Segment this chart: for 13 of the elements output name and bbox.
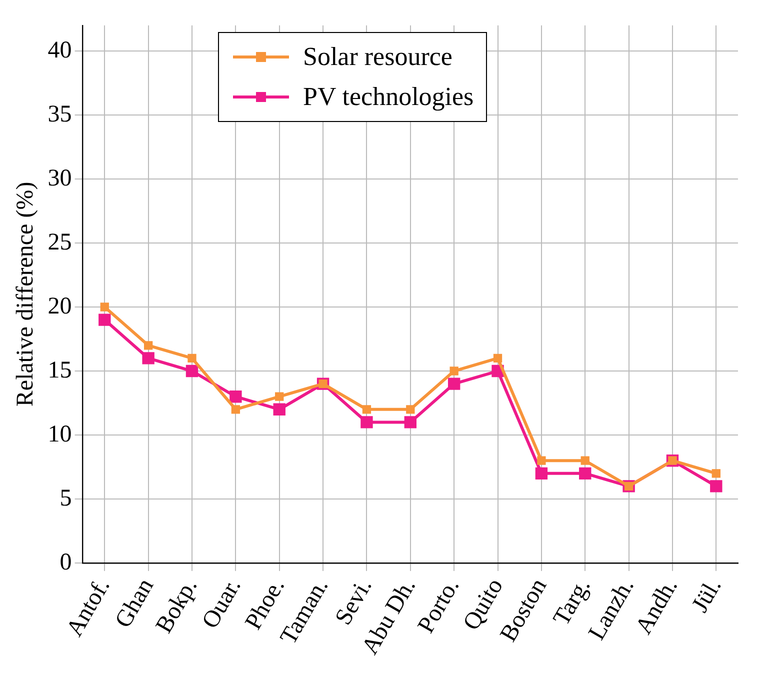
legend-label: PV technologies	[303, 81, 474, 113]
y-tick-label: 20	[48, 293, 72, 320]
y-tick-label: 40	[48, 37, 72, 64]
y-axis-title: Relative difference (%)	[12, 182, 39, 407]
y-tick-label: 25	[48, 229, 72, 256]
y-tick-label: 5	[60, 485, 72, 512]
y-tick-label: 35	[48, 101, 72, 128]
y-tick-label: 0	[60, 549, 72, 576]
legend-label: Solar resource	[303, 41, 452, 73]
y-tick-label: 15	[48, 357, 72, 384]
y-tick-label: 10	[48, 421, 72, 448]
x-tick-label: Jül.	[687, 574, 727, 617]
y-tick-label: 30	[48, 165, 72, 192]
